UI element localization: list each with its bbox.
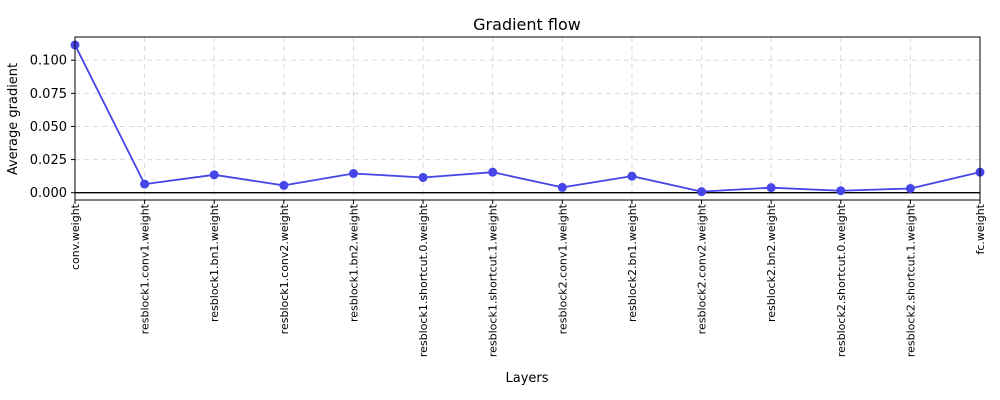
x-tick-label: resblock2.bn1.weight (626, 203, 639, 322)
y-tick-label: 0.000 (30, 186, 67, 201)
data-point (418, 172, 428, 182)
x-tick-label: fc.weight (974, 203, 987, 254)
data-point (488, 167, 498, 177)
data-point (348, 168, 358, 178)
x-tick-label: resblock1.conv2.weight (278, 203, 291, 334)
x-tick-label: resblock2.conv1.weight (556, 203, 569, 334)
x-tick-label: resblock1.bn2.weight (347, 203, 360, 322)
x-tick-label: resblock1.shortcut.0.weight (417, 203, 430, 357)
y-axis-ticks: 0.000 0.025 0.050 0.075 0.100 (30, 54, 75, 201)
y-tick-label: 0.050 (30, 120, 67, 135)
x-tick-label: resblock2.bn2.weight (765, 203, 778, 322)
x-tick-label: conv.weight (69, 203, 82, 270)
data-point (140, 179, 150, 189)
data-point (209, 170, 219, 180)
data-point (279, 180, 289, 190)
chart-title: Gradient flow (473, 15, 581, 34)
data-point (697, 187, 707, 197)
y-axis-label: Average gradient (6, 63, 21, 175)
x-tick-label: resblock1.bn1.weight (208, 203, 221, 322)
y-tick-label: 0.025 (30, 153, 67, 168)
data-point (627, 171, 637, 181)
x-tick-label: resblock1.shortcut.1.weight (487, 203, 500, 357)
data-point (557, 182, 567, 192)
x-tick-label: resblock2.shortcut.0.weight (835, 203, 848, 357)
series-line (74, 44, 981, 193)
y-tick-label: 0.100 (30, 54, 67, 69)
x-axis-label: Layers (505, 371, 548, 386)
plot-frame (74, 36, 981, 201)
data-point (766, 183, 776, 193)
data-point (836, 186, 846, 196)
data-point (905, 183, 915, 193)
x-tick-label: resblock1.conv1.weight (139, 203, 152, 334)
y-tick-label: 0.075 (30, 87, 67, 102)
x-tick-label: resblock2.shortcut.1.weight (904, 203, 917, 357)
series-layer (70, 40, 985, 197)
x-axis-ticks: conv.weight resblock1.conv1.weight resbloc… (69, 200, 987, 357)
x-tick-label: resblock2.conv2.weight (696, 203, 709, 334)
